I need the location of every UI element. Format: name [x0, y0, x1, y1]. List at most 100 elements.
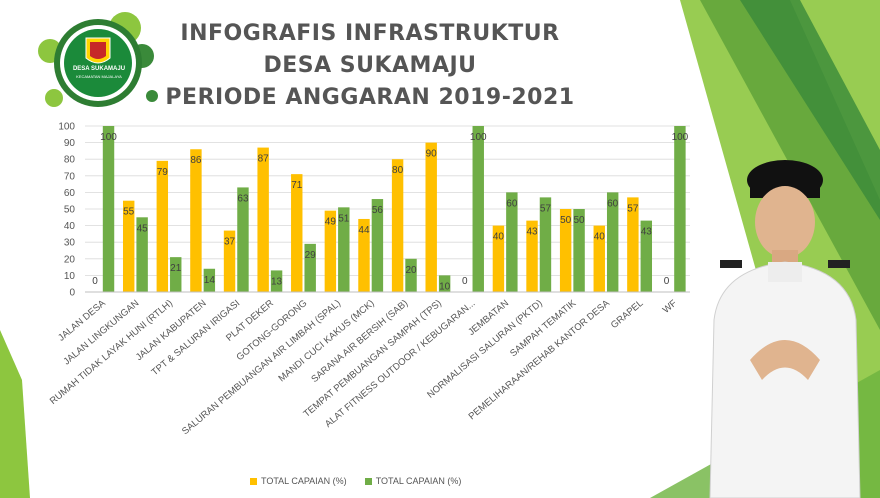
bar-green-16 [640, 220, 653, 292]
data-label-yellow-16: 57 [627, 203, 639, 214]
data-label-green-2: 21 [170, 263, 182, 274]
logo-subtext: KECAMATAN MAJALAYA [76, 74, 122, 79]
legend-item-yellow: TOTAL CAPAIAN (%) [250, 476, 347, 486]
title-line-2: DESA SUKAMAJU [263, 53, 477, 78]
y-tick-label-0: 0 [69, 288, 75, 299]
data-label-yellow-3: 86 [190, 155, 202, 166]
village-logo [30, 6, 160, 116]
bar-yellow-12 [492, 225, 505, 292]
data-label-green-12: 60 [506, 198, 518, 209]
bar-yellow-16 [627, 197, 639, 292]
bar-yellow-4 [223, 230, 236, 292]
data-label-green-13: 57 [540, 203, 552, 214]
bar-yellow-7 [324, 210, 337, 292]
bar-green-8 [371, 199, 384, 292]
bar-yellow-2 [156, 160, 169, 292]
y-tick-label-90: 90 [64, 138, 76, 149]
data-label-green-1: 45 [137, 223, 149, 234]
data-label-yellow-2: 79 [157, 167, 169, 178]
bar-yellow-1 [122, 200, 135, 292]
data-label-yellow-7: 49 [325, 217, 337, 228]
data-label-green-6: 29 [305, 250, 317, 261]
data-label-green-17: 100 [672, 132, 689, 143]
data-label-green-11: 100 [470, 132, 487, 143]
bar-green-14 [573, 209, 585, 292]
bar-green-11 [472, 126, 484, 292]
bar-yellow-15 [593, 225, 605, 292]
data-label-yellow-13: 43 [526, 227, 538, 238]
title-line-1: INFOGRAFIS INFRASTRUKTUR [180, 21, 560, 46]
data-label-green-3: 14 [204, 275, 216, 286]
data-label-yellow-6: 71 [291, 180, 303, 191]
data-label-yellow-5: 87 [258, 154, 270, 165]
data-label-green-10: 10 [439, 281, 451, 292]
legend-label-green: TOTAL CAPAIAN (%) [375, 476, 462, 486]
data-label-green-7: 51 [338, 213, 350, 224]
bar-green-15 [606, 192, 619, 292]
legend-swatch-yellow [250, 477, 257, 485]
bar-green-17 [674, 126, 686, 292]
legend-swatch-green [364, 477, 372, 485]
data-label-green-5: 13 [271, 276, 283, 287]
title-line-3: PERIODE ANGGARAN 2019-2021 [165, 85, 575, 110]
bar-green-7 [338, 207, 350, 292]
y-tick-label-40: 40 [64, 221, 76, 232]
y-tick-label-30: 30 [64, 238, 76, 249]
bar-green-13 [539, 197, 552, 292]
data-label-green-8: 56 [372, 205, 384, 216]
y-tick-label-80: 80 [64, 155, 76, 166]
bar-green-4 [237, 187, 249, 292]
bar-green-10 [438, 275, 451, 292]
bar-yellow-5 [257, 147, 269, 292]
bar-green-3 [203, 268, 216, 292]
bar-yellow-9 [391, 159, 404, 292]
bar-green-1 [136, 217, 148, 292]
bar-yellow-6 [291, 174, 303, 292]
bar-green-0 [102, 126, 115, 292]
bar-green-2 [170, 257, 182, 292]
bar-green-12 [506, 192, 518, 292]
category-label-2: RUMAH TIDAK LAYAK HUNI (RTLH) [48, 298, 175, 407]
chart-legend: TOTAL CAPAIAN (%) TOTAL CAPAIAN (%) [250, 476, 461, 486]
bar-green-5 [270, 270, 283, 292]
y-tick-label-50: 50 [64, 205, 76, 216]
legend-item-green: TOTAL CAPAIAN (%) [364, 476, 462, 486]
data-label-yellow-10: 90 [426, 149, 438, 160]
y-tick-label-70: 70 [64, 171, 76, 182]
data-label-green-0: 100 [100, 132, 117, 143]
data-label-yellow-12: 40 [493, 232, 505, 243]
bar-yellow-3 [190, 149, 202, 292]
y-tick-label-10: 10 [64, 271, 76, 282]
data-label-green-16: 43 [641, 227, 653, 238]
bar-yellow-10 [425, 142, 437, 292]
data-label-yellow-11: 0 [462, 276, 468, 287]
bar-green-9 [405, 258, 417, 292]
y-tick-label-100: 100 [58, 122, 75, 133]
data-label-green-9: 20 [405, 265, 417, 276]
data-label-yellow-9: 80 [392, 165, 404, 176]
category-label-17: WF [661, 298, 680, 316]
y-tick-label-20: 20 [64, 254, 76, 265]
data-label-yellow-14: 50 [560, 215, 572, 226]
data-label-green-15: 60 [607, 198, 619, 209]
category-label-16: GRAPEL [609, 298, 646, 331]
logo-text: DESA SUKAMAJU [72, 66, 126, 72]
category-label-7: SALURAN PEMBUANGAN AIR LIMBAH (SPAL) [180, 298, 343, 437]
data-label-green-14: 50 [574, 215, 586, 226]
data-label-yellow-8: 44 [358, 225, 370, 236]
data-label-yellow-1: 55 [123, 207, 135, 218]
bar-yellow-13 [526, 220, 538, 292]
bar-green-6 [304, 243, 316, 292]
data-label-green-4: 63 [237, 193, 249, 204]
page-title: INFOGRAFIS INFRASTRUKTUR DESA SUKAMAJU P… [150, 18, 590, 114]
bar-yellow-14 [559, 209, 572, 292]
data-label-yellow-0: 0 [92, 276, 98, 287]
y-tick-label-60: 60 [64, 188, 76, 199]
bar-yellow-8 [358, 218, 370, 292]
data-label-yellow-4: 37 [224, 237, 236, 248]
data-label-yellow-17: 0 [664, 276, 670, 287]
legend-label-yellow: TOTAL CAPAIAN (%) [261, 476, 347, 486]
data-label-yellow-15: 40 [594, 232, 606, 243]
official-portrait [709, 160, 861, 498]
